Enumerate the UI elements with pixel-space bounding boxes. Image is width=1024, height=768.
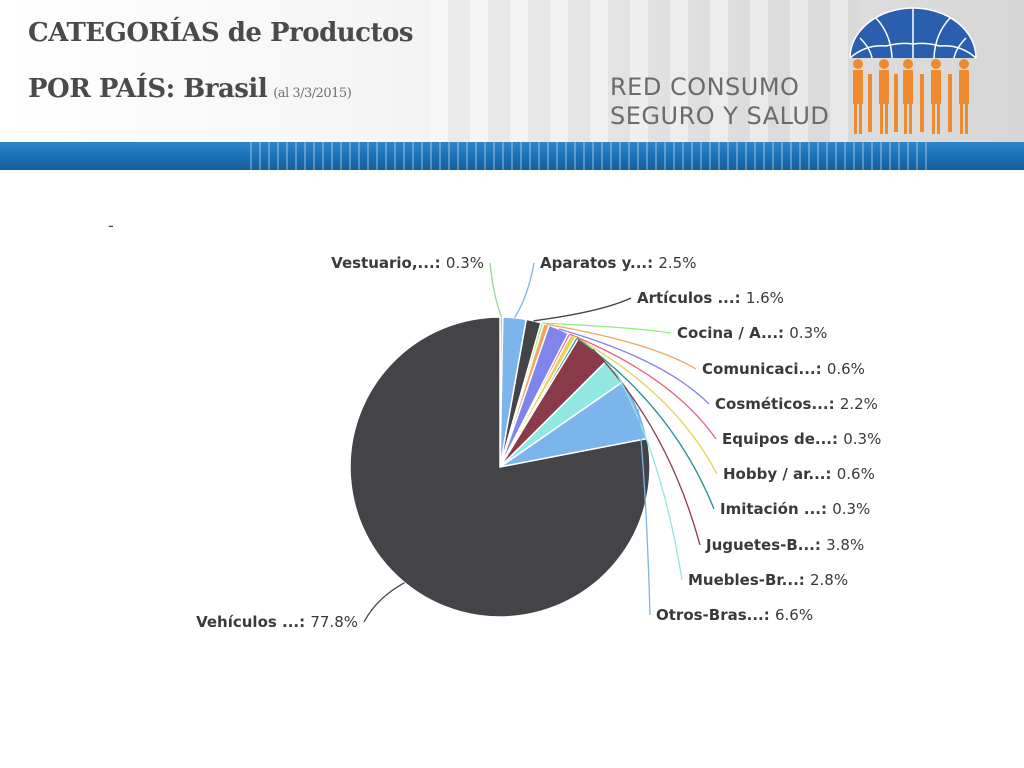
slide-header: CATEGORÍAS de Productos POR PAÍS: Brasil… [0,0,1024,142]
pie-slice-label: Vehículos ...: 77.8% [196,613,358,631]
pie-slice-label: Imitación ...: 0.3% [720,500,870,518]
pie-slice [349,316,651,618]
date-note: (al 3/3/2015) [273,86,352,101]
slide-title-country: POR PAÍS: Brasil [28,74,268,104]
header-background-pattern [430,0,860,142]
pie-slice-label: Vestuario,...: 0.3% [331,254,484,272]
pie-leader-line [542,322,672,334]
pie-leader-line [363,582,405,623]
pie-slice-label: Cocina / A...: 0.3% [677,324,827,342]
pie-slice-label: Equipos de...: 0.3% [722,430,881,448]
pie-slice-label: Cosméticos...: 2.2% [715,395,878,413]
pie-leader-line [576,337,715,510]
pie-leader-line [592,348,701,546]
pie-leader-line [614,370,683,581]
pie-leader-line [514,262,535,319]
brand-name-line2: SEGURO Y SALUD [610,102,830,130]
pie-leader-line [546,323,697,370]
pie-slice-label: Artículos ...: 1.6% [637,289,784,307]
brand-name-line1: RED CONSUMO [610,73,800,101]
header-stripe-pattern [250,142,930,170]
pie-leader-line [572,335,718,475]
pie-leader-line [637,408,651,616]
chart-title: - [108,216,114,235]
slide-title-line1: CATEGORÍAS de Productos [28,18,414,48]
pie-slice-label: Aparatos y...: 2.5% [540,254,696,272]
pie-slice-label: Otros-Bras...: 6.6% [656,606,813,624]
pie-leader-line [569,333,717,440]
pie-leader-lines [363,262,718,623]
pie-slice-label: Hobby / ar...: 0.6% [723,465,875,483]
header-stripe [0,142,1024,170]
pie-leader-line [533,297,632,322]
pie-leader-line [489,262,503,318]
pie-chart: Vestuario,...: 0.3% Aparatos y...: 2.5% Ar… [196,254,881,631]
umbrella-people-logo-icon [849,7,977,134]
slide-title-line2: POR PAÍS: Brasil (al 3/3/2015) [28,74,352,104]
pie-leader-line [558,328,710,405]
pie-slice-label: Muebles-Br...: 2.8% [688,571,848,589]
pie-slice-label: Comunicaci...: 0.6% [702,360,865,378]
pie-slice-label: Juguetes-B...: 3.8% [705,536,864,554]
pie-labels: Vestuario,...: 0.3% Aparatos y...: 2.5% Ar… [196,254,881,631]
